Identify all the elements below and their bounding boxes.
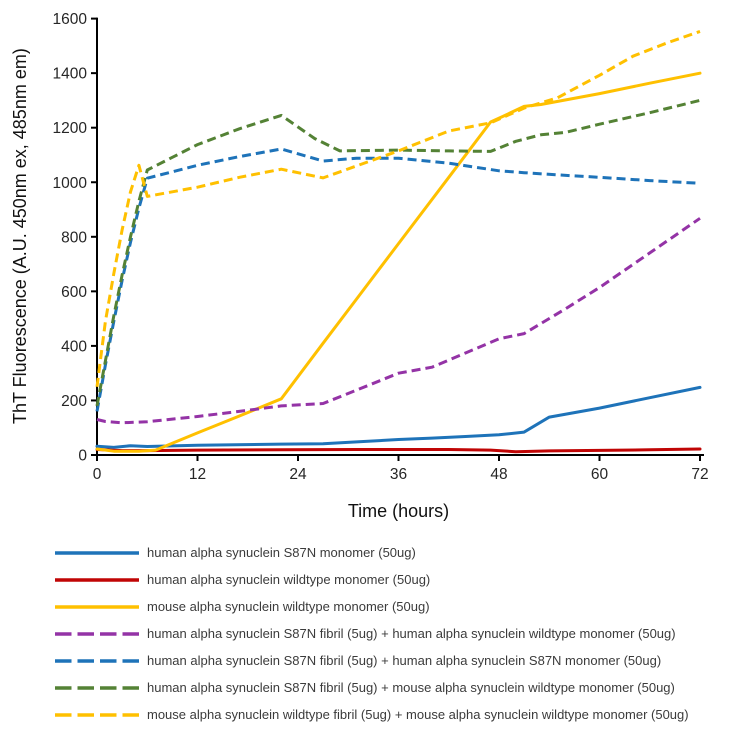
legend-item-5: human alpha synuclein S87N fibril (5ug) …	[55, 674, 743, 701]
y-tick-label: 0	[78, 448, 87, 465]
y-tick-label: 1600	[53, 11, 88, 28]
x-tick-label: 36	[390, 466, 407, 483]
y-tick-label: 1200	[53, 120, 88, 137]
x-tick-label: 12	[189, 466, 206, 483]
dashed-line-swatch-icon	[55, 658, 139, 663]
series-line-3	[96, 217, 701, 425]
series-line-2	[95, 71, 702, 453]
legend-item-6: mouse alpha synuclein wildtype fibril (5…	[55, 701, 743, 728]
y-tick-label: 600	[61, 284, 87, 301]
series-line-6	[95, 29, 701, 387]
legend: human alpha synuclein S87N monomer (50ug…	[55, 539, 743, 728]
legend-label: human alpha synuclein wildtype monomer (…	[147, 572, 431, 587]
solid-line-swatch-icon	[55, 604, 139, 609]
legend-label: human alpha synuclein S87N fibril (5ug) …	[147, 626, 676, 641]
legend-label: human alpha synuclein S87N fibril (5ug) …	[147, 680, 675, 695]
x-tick-label: 72	[691, 466, 708, 483]
legend-label: mouse alpha synuclein wildtype fibril (5…	[147, 707, 689, 722]
dashed-line-swatch-icon	[55, 712, 139, 717]
y-tick-label: 1000	[53, 175, 88, 192]
plot-area: 0 12 24 36 48 60 72 0 200 400 600 800 1000 1200 1400 16…	[53, 11, 709, 483]
y-tick-label: 200	[61, 393, 87, 410]
series-line-4	[95, 147, 701, 412]
legend-label: human alpha synuclein S87N monomer (50ug…	[147, 545, 416, 560]
series-line-0	[95, 385, 702, 449]
legend-item-0: human alpha synuclein S87N monomer (50ug…	[55, 539, 743, 566]
x-tick-label: 48	[490, 466, 507, 483]
legend-label: human alpha synuclein S87N fibril (5ug) …	[147, 653, 662, 668]
legend-item-2: mouse alpha synuclein wildtype monomer (…	[55, 593, 743, 620]
y-tick-label: 1400	[53, 66, 88, 83]
dashed-line-swatch-icon	[55, 685, 139, 690]
x-tick-label: 0	[93, 466, 102, 483]
x-tick-label: 60	[591, 466, 609, 483]
dashed-line-swatch-icon	[55, 631, 139, 636]
series-line-5	[95, 98, 701, 407]
y-tick-label: 800	[61, 229, 87, 246]
solid-line-swatch-icon	[55, 550, 139, 555]
legend-item-1: human alpha synuclein wildtype monomer (…	[55, 566, 743, 593]
x-tick-label: 24	[289, 466, 307, 483]
legend-item-4: human alpha synuclein S87N fibril (5ug) …	[55, 647, 743, 674]
legend-label: mouse alpha synuclein wildtype monomer (…	[147, 599, 430, 614]
y-tick-label: 400	[61, 338, 87, 355]
solid-line-swatch-icon	[55, 577, 139, 582]
x-axis-title: Time (hours)	[347, 501, 450, 521]
series-line-1	[95, 447, 702, 454]
legend-item-3: human alpha synuclein S87N fibril (5ug) …	[55, 620, 743, 647]
